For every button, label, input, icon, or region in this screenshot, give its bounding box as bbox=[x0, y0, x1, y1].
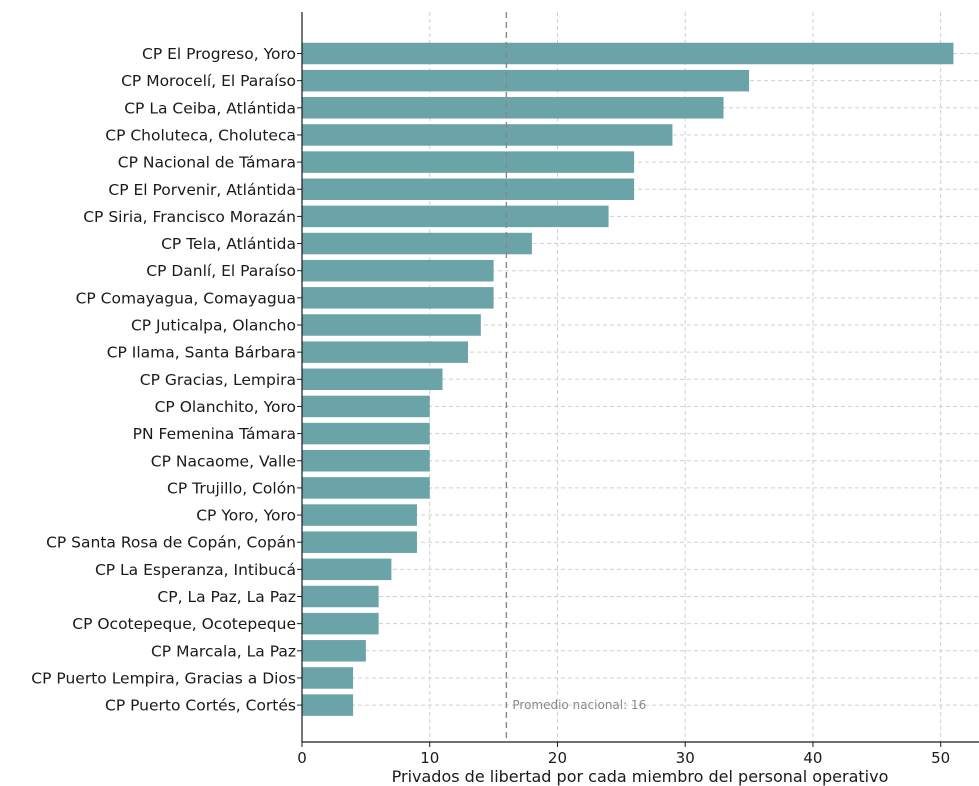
bar bbox=[302, 178, 635, 200]
category-label: CP Nacional de Támara bbox=[118, 154, 296, 172]
category-label: PN Femenina Támara bbox=[133, 425, 296, 443]
category-label: CP Tela, Atlántida bbox=[161, 235, 296, 253]
x-tick-label: 50 bbox=[931, 749, 950, 767]
category-label: CP Gracias, Lempira bbox=[140, 371, 296, 389]
category-label: CP Nacaome, Valle bbox=[151, 452, 296, 470]
bar bbox=[302, 287, 494, 309]
category-label: CP, La Paz, La Paz bbox=[157, 588, 296, 606]
category-label: CP El Progreso, Yoro bbox=[142, 45, 296, 63]
category-label: CP El Porvenir, Atlántida bbox=[108, 181, 296, 199]
bar bbox=[302, 477, 430, 499]
bar bbox=[302, 97, 724, 119]
category-label: CP Puerto Cortés, Cortés bbox=[105, 697, 296, 715]
category-label: CP Comayagua, Comayagua bbox=[76, 289, 296, 307]
category-label: CP Choluteca, Choluteca bbox=[105, 126, 296, 144]
bar bbox=[302, 259, 494, 282]
category-label: CP Danlí, El Paraíso bbox=[146, 262, 296, 280]
x-tick-label: 10 bbox=[420, 749, 439, 767]
bar bbox=[302, 69, 750, 92]
category-label: CP Ilama, Santa Bárbara bbox=[107, 344, 296, 362]
category-label: CP La Esperanza, Intibucá bbox=[95, 561, 296, 579]
bar bbox=[302, 531, 417, 553]
bar bbox=[302, 450, 430, 472]
category-label: CP Siria, Francisco Morazán bbox=[83, 208, 296, 226]
category-label: CP Trujillo, Colón bbox=[167, 479, 296, 497]
x-tick-label: 20 bbox=[548, 749, 567, 767]
bar bbox=[302, 232, 532, 255]
bar bbox=[302, 314, 481, 336]
category-label: CP Ocotepeque, Ocotepeque bbox=[72, 615, 296, 633]
bar bbox=[302, 124, 673, 146]
category-label: CP Juticalpa, Olancho bbox=[131, 317, 296, 335]
bar bbox=[302, 504, 417, 526]
bar bbox=[302, 341, 469, 363]
bar bbox=[302, 585, 379, 608]
reference-annotation: Promedio nacional: 16 bbox=[512, 698, 646, 712]
bar bbox=[302, 205, 609, 228]
bar bbox=[302, 395, 430, 418]
bar bbox=[302, 558, 392, 581]
bars-layer bbox=[302, 42, 954, 716]
category-label: CP Olanchito, Yoro bbox=[155, 398, 296, 416]
category-label: CP Yoro, Yoro bbox=[196, 507, 296, 525]
category-label: CP Morocelí, El Paraíso bbox=[121, 72, 296, 90]
x-tick-labels: 0 10 20 30 40 50 bbox=[297, 742, 950, 767]
x-axis-label: Privados de libertad por cada miembro de… bbox=[392, 767, 889, 786]
bar bbox=[302, 151, 635, 173]
bar bbox=[302, 694, 354, 716]
x-tick-label: 0 bbox=[297, 749, 307, 767]
reference-layer: Promedio nacional: 16 bbox=[505, 12, 646, 742]
x-tick-label: 30 bbox=[676, 749, 695, 767]
bar bbox=[302, 422, 430, 445]
bar bbox=[302, 612, 379, 635]
bar bbox=[302, 640, 366, 662]
bar bbox=[302, 667, 354, 689]
category-label: CP Marcala, La Paz bbox=[151, 642, 296, 660]
bar bbox=[302, 368, 443, 391]
category-label: CP La Ceiba, Atlántida bbox=[124, 99, 296, 117]
category-label: CP Santa Rosa de Copán, Copán bbox=[46, 534, 296, 552]
x-tick-label: 40 bbox=[803, 749, 822, 767]
bar bbox=[302, 42, 954, 65]
category-label: CP Puerto Lempira, Gracias a Dios bbox=[31, 669, 296, 687]
category-labels: CP El Progreso, Yoro CP Morocelí, El Para… bbox=[31, 45, 302, 715]
